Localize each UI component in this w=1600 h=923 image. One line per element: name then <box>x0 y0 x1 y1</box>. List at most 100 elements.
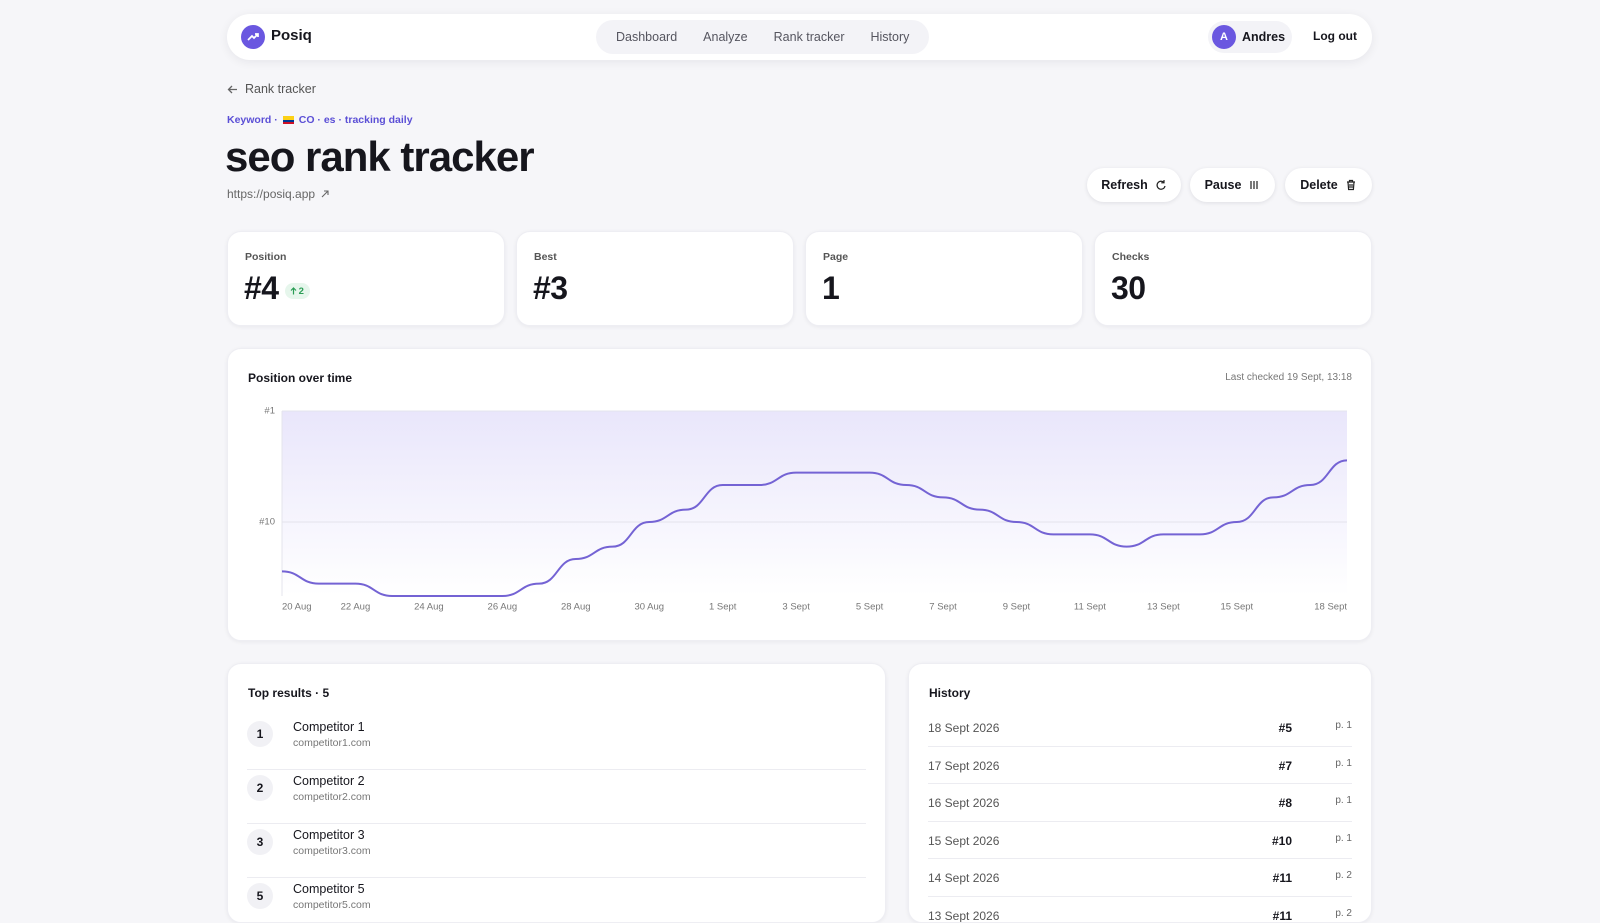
stat-label: Best <box>534 251 557 263</box>
external-icon <box>321 190 329 198</box>
meta-text: CO · es · tracking daily <box>299 114 413 126</box>
history-page: p. 1 <box>1335 833 1352 844</box>
logo-icon <box>241 25 265 49</box>
history-position: #8 <box>1279 796 1292 810</box>
rank-badge: 5 <box>247 883 273 909</box>
change-value: 2 <box>299 286 304 297</box>
history-page: p. 1 <box>1335 795 1352 806</box>
history-row: 15 Sept 2026 #10 p. 1 <box>928 822 1352 860</box>
history-date: 16 Sept 2026 <box>928 796 999 810</box>
history-page: p. 1 <box>1335 758 1352 769</box>
action-button[interactable]: Delete <box>1285 168 1372 202</box>
icon-path <box>1157 180 1165 189</box>
y-tick-label: #10 <box>259 517 275 528</box>
url-text: https://posiq.app <box>227 187 315 201</box>
arrow-path <box>291 288 296 295</box>
result-domain: competitor3.com <box>293 845 371 857</box>
x-tick-label: 18 Sept <box>1314 602 1347 613</box>
top-results: Top results · 5 1 Competitor 1 competitor1… <box>227 663 886 923</box>
stat-card: Position #4 2 <box>227 231 505 326</box>
y-tick-label: #1 <box>264 406 275 417</box>
rank-badge: 1 <box>247 721 273 747</box>
x-tick-label: 1 Sept <box>709 602 737 613</box>
logo[interactable] <box>241 25 265 49</box>
brand[interactable]: Posiq <box>271 27 312 44</box>
x-tick-label: 28 Aug <box>561 602 591 613</box>
button-label: Delete <box>1300 178 1338 192</box>
button-label: Refresh <box>1101 178 1148 192</box>
logout[interactable]: Log out <box>1313 29 1357 43</box>
change-badge: 2 <box>285 283 310 299</box>
x-tick-label: 13 Sept <box>1147 602 1180 613</box>
back-link[interactable]: Rank tracker <box>227 82 316 96</box>
nav-link[interactable]: Analyze <box>690 30 760 44</box>
nav-link[interactable]: History <box>858 30 923 44</box>
result-name: Competitor 3 <box>293 828 365 842</box>
stat-label: Page <box>823 251 848 263</box>
history-position: #10 <box>1272 834 1292 848</box>
meta-prefix: Keyword · <box>227 114 278 126</box>
result-domain: competitor1.com <box>293 737 371 749</box>
x-tick-label: 22 Aug <box>341 602 371 613</box>
button-icon <box>1155 179 1167 191</box>
results-title: Top results · 5 <box>248 686 329 700</box>
stat-value: #4 <box>244 270 279 307</box>
action-button[interactable]: Pause <box>1190 168 1275 202</box>
icon-path <box>1251 181 1257 189</box>
result-domain: competitor5.com <box>293 899 371 911</box>
x-tick-label: 11 Sept <box>1074 602 1106 613</box>
history-date: 15 Sept 2026 <box>928 834 999 848</box>
plot-background <box>282 411 1347 596</box>
chart: #1 #10 20 Aug 22 Aug 24 Aug 26 Aug 28 Aug 30 Au… <box>228 349 1372 641</box>
history-date: 17 Sept 2026 <box>928 759 999 773</box>
x-tick-label: 26 Aug <box>488 602 518 613</box>
history-date: 18 Sept 2026 <box>928 721 999 735</box>
x-tick-label: 30 Aug <box>634 602 664 613</box>
stat-label: Position <box>245 251 286 263</box>
rank-badge: 3 <box>247 829 273 855</box>
result-row[interactable]: 1 Competitor 1 competitor1.com <box>247 716 866 770</box>
stat-value: 30 <box>1111 270 1146 307</box>
history-row: 14 Sept 2026 #11 p. 2 <box>928 859 1352 897</box>
up-arrow <box>290 287 297 295</box>
x-tick-label: 5 Sept <box>856 602 884 613</box>
user-chip[interactable]: A Andres <box>1208 21 1292 53</box>
stat-value: #3 <box>533 270 568 307</box>
history-page: p. 2 <box>1335 870 1352 881</box>
result-name: Competitor 5 <box>293 882 365 896</box>
nav-link[interactable]: Dashboard <box>603 30 690 44</box>
icon-path <box>1347 181 1355 190</box>
result-row[interactable]: 5 Competitor 5 competitor5.com <box>247 878 866 923</box>
history-title: History <box>929 686 970 700</box>
result-name: Competitor 2 <box>293 774 365 788</box>
button-icon <box>1345 179 1357 191</box>
x-tick-label: 3 Sept <box>782 602 810 613</box>
x-tick-label: 7 Sept <box>929 602 957 613</box>
button-label: Pause <box>1205 178 1242 192</box>
history-row: 16 Sept 2026 #8 p. 1 <box>928 784 1352 822</box>
avatar: A <box>1212 25 1236 49</box>
x-tick-label: 20 Aug <box>282 602 312 613</box>
result-name: Competitor 1 <box>293 720 365 734</box>
action-button[interactable]: Refresh <box>1087 168 1181 202</box>
page-title: seo rank tracker <box>225 133 534 181</box>
history-position: #11 <box>1273 871 1292 885</box>
result-row[interactable]: 3 Competitor 3 competitor3.com <box>247 824 866 878</box>
history-date: 14 Sept 2026 <box>928 871 999 885</box>
nav-link[interactable]: Rank tracker <box>761 30 858 44</box>
button-icon <box>1248 179 1260 191</box>
rank-badge: 2 <box>247 775 273 801</box>
site-url[interactable]: https://posiq.app <box>227 187 329 201</box>
x-tick-label: 24 Aug <box>414 602 444 613</box>
chart-card: Position over time Last checked 19 Sept,… <box>227 348 1372 641</box>
x-tick-label: 9 Sept <box>1003 602 1031 613</box>
